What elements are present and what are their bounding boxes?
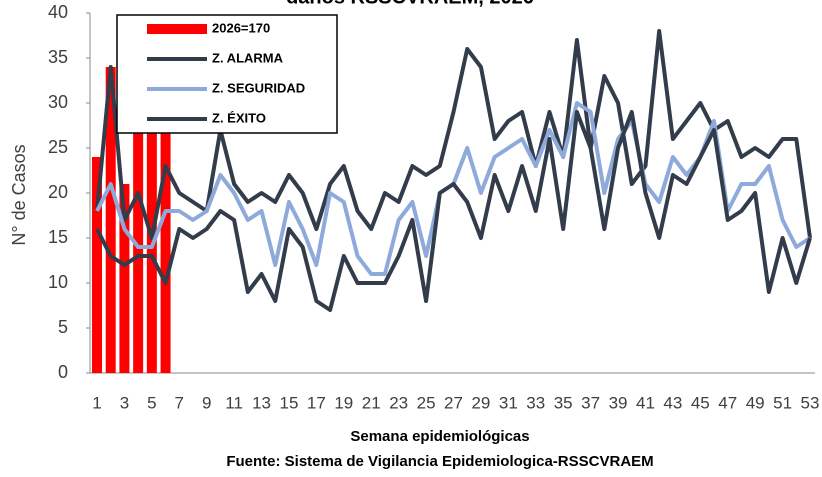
bar bbox=[119, 184, 130, 373]
bar bbox=[160, 94, 171, 373]
line bbox=[95, 110, 812, 312]
x-tick-label: 3 bbox=[120, 393, 129, 412]
y-tick-label: 5 bbox=[58, 317, 68, 337]
y-tick-label: 25 bbox=[48, 137, 68, 157]
x-tick-label: 21 bbox=[362, 393, 381, 412]
source: Fuente: Sistema de Vigilancia Epidemiolo… bbox=[226, 453, 653, 470]
x-tick-label: 23 bbox=[389, 393, 408, 412]
y-tick-label: 35 bbox=[48, 47, 68, 67]
y-tick-label: 0 bbox=[58, 362, 68, 382]
legend-label: Z. ÉXITO bbox=[212, 110, 266, 125]
x-tick-label: 39 bbox=[609, 393, 628, 412]
x-tick-label: 51 bbox=[773, 393, 792, 412]
legend-box bbox=[116, 14, 338, 134]
bar bbox=[133, 112, 144, 373]
x-tick-label: 11 bbox=[225, 393, 243, 412]
y-tick-label: 30 bbox=[48, 92, 68, 112]
x-tick-label: 49 bbox=[746, 393, 765, 412]
y-tick-label: 10 bbox=[48, 272, 68, 292]
x-tick-label: 1 bbox=[92, 393, 101, 412]
x-tick-label: 25 bbox=[417, 393, 436, 412]
x-tick-label: 47 bbox=[718, 393, 737, 412]
bar bbox=[92, 157, 102, 373]
legend-label: 2026=170 bbox=[212, 20, 270, 35]
x-tick-label: 17 bbox=[307, 393, 326, 412]
x-tick-label: 53 bbox=[801, 393, 820, 412]
y-tick-label: 20 bbox=[48, 182, 68, 202]
y-axis-label: N° de Casos bbox=[9, 144, 29, 245]
x-tick-label: 7 bbox=[175, 393, 184, 412]
y-tick-label: 40 bbox=[48, 2, 68, 22]
x-tick-label: 35 bbox=[554, 393, 573, 412]
x-tick-label: 15 bbox=[280, 393, 299, 412]
legend-label: Z. SEGURIDAD bbox=[212, 80, 305, 95]
bar bbox=[105, 67, 116, 373]
legend: 2026=170 Z. ALARMA Z. SEGURIDAD Z. ÉXITO bbox=[116, 14, 338, 134]
x-tick-label: 33 bbox=[526, 393, 545, 412]
legend-swatch bbox=[147, 24, 207, 34]
x-tick-label: 41 bbox=[636, 393, 655, 412]
legend-label: Z. ALARMA bbox=[212, 50, 284, 65]
chart-title: daños RSSCVRAEM, 2026 bbox=[286, 0, 534, 8]
x-tick-label: 5 bbox=[147, 393, 156, 412]
x-tick-label: 37 bbox=[581, 393, 600, 412]
y-tick-label: 15 bbox=[48, 227, 68, 247]
x-tick-label: 45 bbox=[691, 393, 710, 412]
line bbox=[95, 29, 812, 240]
x-tick-label: 27 bbox=[444, 393, 463, 412]
x-axis-label: Semana epidemiológicas bbox=[350, 428, 529, 445]
x-tick-label: 29 bbox=[471, 393, 490, 412]
x-tick-label: 9 bbox=[202, 393, 211, 412]
x-tick-label: 19 bbox=[334, 393, 353, 412]
x-tick-label: 13 bbox=[252, 393, 271, 412]
x-tick-label: 43 bbox=[663, 393, 682, 412]
x-tick-label: 31 bbox=[499, 393, 518, 412]
